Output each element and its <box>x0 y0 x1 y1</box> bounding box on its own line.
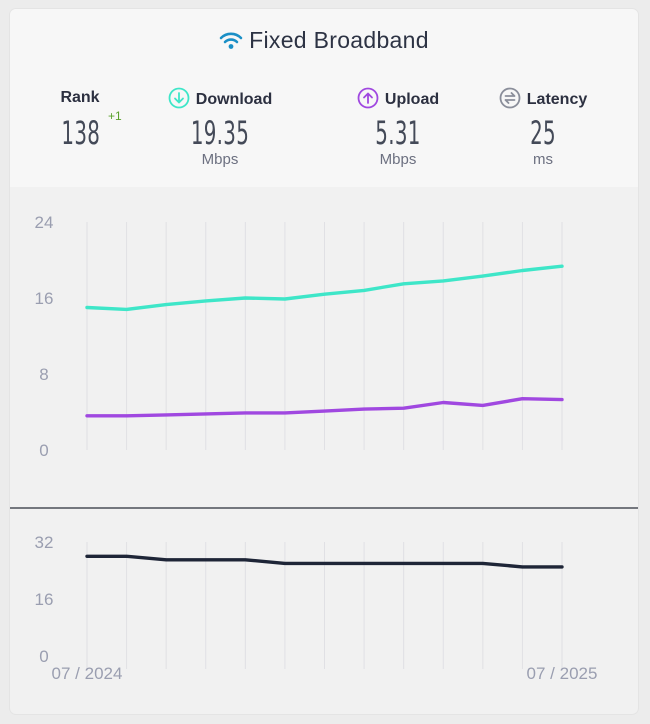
broadband-card: Fixed Broadband Rank 138 +1 Download 19.… <box>10 9 638 714</box>
title-text: Fixed Broadband <box>249 27 429 53</box>
download-metric: Download 19.35 Mbps <box>160 87 280 168</box>
latency-metric: Latency 25 ms <box>488 87 598 168</box>
y-tick-label: 0 <box>39 441 48 460</box>
latency-value: 25 <box>530 114 556 152</box>
download-unit: Mbps <box>201 151 239 168</box>
download-value: 19.35 <box>190 114 250 152</box>
download-arrow-icon <box>168 87 190 116</box>
y-tick-label: 16 <box>35 289 54 308</box>
upload-arrow-icon <box>357 87 379 116</box>
x-tick-label: 07 / 2025 <box>527 664 598 683</box>
latency-icon <box>499 87 521 116</box>
rank-label: Rank <box>60 89 100 106</box>
upload-label: Upload <box>384 91 440 108</box>
series-line-upload <box>85 397 564 418</box>
wifi-icon <box>219 32 243 49</box>
upload-value: 5.31 <box>375 114 421 152</box>
y-tick-label: 32 <box>35 533 54 552</box>
rank-value: 138 <box>61 114 101 152</box>
x-tick-label: 07 / 2024 <box>52 664 123 683</box>
y-tick-label: 24 <box>35 213 54 232</box>
y-tick-label: 8 <box>39 365 48 384</box>
y-tick-label: 16 <box>35 590 54 609</box>
download-label: Download <box>195 91 273 108</box>
card-title: Fixed Broadband <box>10 27 638 54</box>
rank-metric: Rank 138 <box>50 87 110 151</box>
rank-change-badge: +1 <box>108 109 122 123</box>
upload-metric: Upload 5.31 Mbps <box>338 87 458 168</box>
speed-latency-charts: 0 8 16 24 0 16 32 07 / 2024 07 / 2025 <box>10 213 638 683</box>
summary-header: Fixed Broadband Rank 138 +1 Download 19.… <box>10 9 638 187</box>
latency-label: Latency <box>526 91 588 108</box>
series-line-latency <box>85 554 564 569</box>
y-tick-label: 0 <box>39 647 48 666</box>
upload-unit: Mbps <box>379 151 417 168</box>
latency-unit: ms <box>533 151 553 168</box>
